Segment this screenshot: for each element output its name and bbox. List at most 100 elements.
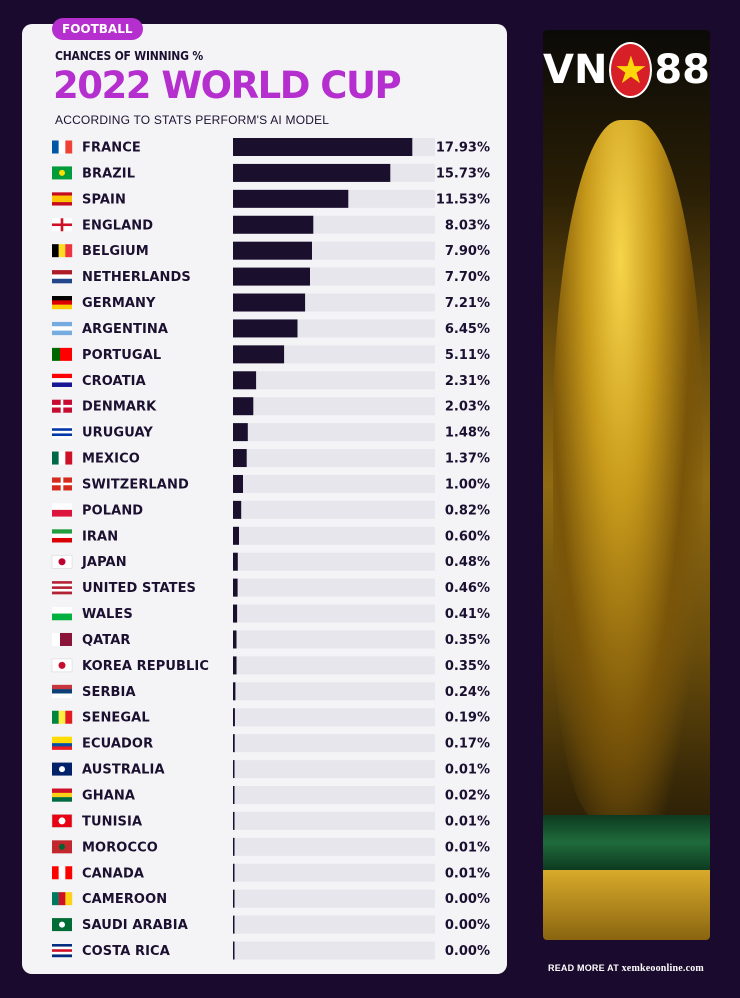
chart-row: GHANA 0.02% (52, 786, 490, 804)
flag-icon (52, 736, 72, 750)
value-label: 0.60% (445, 529, 490, 544)
value-label: 7.21% (445, 296, 490, 311)
value-label: 6.45% (445, 322, 490, 337)
footer-credit[interactable]: READ MORE AT xemkeoonline.com (548, 963, 704, 974)
flag-icon (52, 503, 72, 517)
category-label: IRAN (82, 529, 118, 544)
value-label: 8.03% (445, 218, 490, 233)
category-label: JAPAN (81, 555, 127, 570)
value-label: 5.11% (445, 348, 490, 363)
category-label: ENGLAND (82, 218, 153, 233)
bar-track (233, 915, 435, 934)
flag-icon (52, 296, 72, 310)
chart-row: DENMARK 2.03% (52, 397, 490, 416)
category-label: SPAIN (82, 192, 126, 207)
value-label: 0.00% (445, 944, 490, 959)
bar-track (233, 604, 435, 623)
flag-icon (52, 840, 72, 854)
flag-icon (52, 762, 72, 776)
bar-track (233, 708, 435, 727)
value-label: 0.01% (445, 763, 490, 778)
chart-title: 2022 WORLD CUP (53, 64, 402, 107)
bar (233, 163, 391, 182)
footer-label: READ MORE AT (548, 963, 619, 973)
bar-track (233, 863, 435, 882)
flag-icon (52, 451, 73, 465)
bar-track (233, 811, 435, 830)
category-label: SWITZERLAND (82, 477, 189, 492)
bar (233, 138, 413, 156)
bar (233, 630, 237, 649)
chart-row: JAPAN 0.48% (51, 552, 490, 571)
chart-row: QATAR 0.35% (52, 630, 490, 649)
bar (233, 449, 247, 468)
value-label: 0.35% (445, 633, 490, 648)
chart-row: KOREA REPUBLIC 0.35% (51, 656, 490, 675)
flag-icon (52, 477, 72, 491)
chart-row: PORTUGAL 5.11% (52, 345, 490, 364)
category-label: NETHERLANDS (82, 270, 191, 285)
chart-row: SWITZERLAND 1.00% (52, 474, 490, 493)
value-label: 7.90% (445, 244, 490, 259)
flag-icon (52, 684, 72, 699)
category-label: BELGIUM (82, 244, 149, 259)
chart-row: GERMANY 7.21% (52, 293, 490, 312)
bar-track (233, 371, 435, 390)
category-label: CROATIA (82, 374, 146, 389)
chart-row: SENEGAL 0.19% (52, 708, 490, 727)
bar (233, 500, 242, 519)
value-label: 0.01% (445, 840, 490, 855)
chart-row: SPAIN 11.53% (52, 189, 490, 208)
bar-track (233, 837, 435, 856)
flag-icon (52, 892, 73, 906)
bar-track (233, 734, 435, 753)
chart-row: WALES 0.41% (52, 604, 490, 623)
star-ball-icon: ★ (609, 42, 653, 98)
bar-track (233, 630, 435, 649)
bar-track (233, 449, 435, 468)
chart-row: IRAN 0.60% (52, 526, 490, 545)
flag-icon (52, 944, 72, 958)
category-label: AUSTRALIA (82, 763, 165, 778)
value-label: 0.82% (445, 503, 490, 518)
trophy-base (543, 870, 710, 940)
vn88-logo: VN ★ 88 (543, 42, 710, 98)
flag-icon (52, 218, 72, 232)
bar (233, 915, 235, 934)
footer-site-link[interactable]: xemkeoonline.com (621, 963, 704, 974)
source-note: ACCORDING TO STATS PERFORM'S AI MODEL (55, 113, 330, 127)
category-label: WALES (82, 607, 133, 622)
bar (233, 811, 235, 830)
bar (233, 397, 254, 416)
flag-icon (52, 918, 72, 932)
bar-track (233, 526, 435, 545)
chart-row: BELGIUM 7.90% (52, 241, 490, 260)
category-label: COSTA RICA (82, 944, 170, 959)
flag-icon (52, 632, 72, 646)
value-label: 0.00% (445, 892, 490, 907)
chart-row: ARGENTINA 6.45% (52, 319, 490, 338)
value-label: 0.41% (445, 607, 490, 622)
category-label: ARGENTINA (82, 322, 168, 337)
value-label: 0.00% (445, 918, 490, 933)
chart-row: AUSTRALIA 0.01% (52, 760, 490, 779)
flag-icon (52, 347, 72, 361)
category-label: KOREA REPUBLIC (82, 659, 209, 674)
value-label: 0.24% (445, 685, 490, 700)
flag-icon (51, 554, 73, 569)
value-label: 0.01% (445, 866, 490, 881)
category-badge[interactable]: FOOTBALL (52, 18, 143, 40)
value-label: 15.73% (436, 166, 490, 181)
flag-icon (51, 814, 73, 828)
flag-icon (52, 866, 73, 880)
bar-track (233, 786, 435, 804)
category-label: SENEGAL (82, 711, 150, 726)
category-label: GERMANY (82, 296, 156, 311)
category-label: ECUADOR (82, 737, 153, 752)
bar (233, 656, 237, 675)
flag-icon (52, 321, 72, 336)
value-label: 1.37% (445, 452, 490, 467)
trophy-image (543, 30, 710, 940)
chart-row: SAUDI ARABIA 0.00% (52, 915, 490, 934)
chart-row: BRAZIL 15.73% (52, 163, 490, 182)
